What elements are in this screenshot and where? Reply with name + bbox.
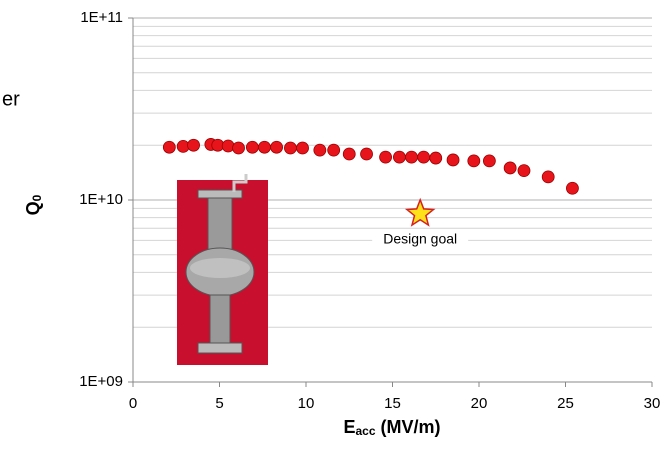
x-tick-label: 20 (471, 395, 488, 412)
data-point (517, 164, 531, 178)
data-point (342, 147, 356, 161)
y-label-main: Q (23, 201, 43, 215)
data-point (417, 150, 431, 164)
x-tick-label: 5 (215, 395, 223, 412)
side-text: er (2, 88, 20, 110)
y-label-sub: 0 (30, 194, 44, 201)
y-axis-label: Q0 (23, 194, 44, 215)
x-label-sub: acc (355, 424, 375, 438)
data-point (327, 143, 341, 157)
data-point (232, 141, 245, 155)
data-point (313, 143, 327, 157)
data-point (296, 141, 309, 155)
data-point (503, 161, 517, 175)
data-point (162, 140, 176, 154)
x-tick-label: 15 (384, 395, 401, 412)
data-point (245, 140, 259, 154)
data-point (566, 181, 579, 195)
y-tick-label: 1E+11 (80, 9, 123, 26)
data-point (482, 154, 496, 168)
data-point (429, 151, 443, 165)
goal-star (404, 197, 436, 227)
data-point (258, 140, 271, 154)
data-point (270, 140, 283, 154)
x-tick-label: 10 (298, 395, 315, 412)
cavity-photo (177, 174, 268, 365)
goal-label-bg (372, 229, 469, 250)
x-label-main: E (343, 417, 355, 437)
data-point (379, 150, 392, 164)
x-tick-label: 25 (557, 395, 574, 412)
x-label-rest: (MV/m) (376, 417, 441, 437)
data-point (221, 139, 235, 153)
data-point (284, 141, 297, 155)
x-tick-label: 30 (644, 395, 661, 412)
y-tick-label: 1E+10 (79, 191, 123, 208)
data-point (541, 170, 555, 184)
data-point (187, 138, 200, 152)
data-point (405, 150, 418, 164)
x-tick-label: 0 (129, 395, 137, 412)
data-point (360, 147, 373, 161)
x-axis-label: Eacc (MV/m) (343, 417, 440, 438)
data-point (467, 154, 481, 168)
data-point (393, 150, 406, 164)
goal-label: Design goal (383, 230, 457, 246)
data-point (446, 153, 460, 167)
y-tick-label: 1E+09 (79, 373, 123, 390)
